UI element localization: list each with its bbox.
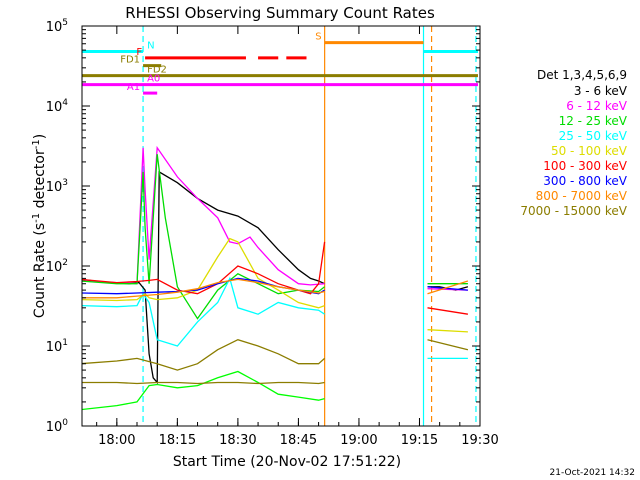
flag-label-fd1: FD1 bbox=[120, 55, 140, 66]
flag-label-a0: A0 bbox=[147, 74, 160, 85]
y-tick-label-5: 105 bbox=[46, 18, 68, 35]
y-tick-label-0: 100 bbox=[46, 418, 69, 435]
series-line-8-0 bbox=[82, 339, 326, 371]
series-line-8-1 bbox=[427, 339, 469, 351]
flag-label-a1: A1 bbox=[127, 82, 140, 93]
x-axis: 18:00 18:15 18:30 18:45 19:00 19:15 19:30 bbox=[96, 26, 499, 448]
series-line-7-0 bbox=[82, 278, 325, 299]
flag-label-f: F bbox=[136, 47, 142, 58]
x-axis-label: Start Time (20-Nov-02 17:51:22) bbox=[173, 454, 401, 470]
y-tick-label-3: 103 bbox=[46, 178, 68, 195]
legend-entry-2: 12 - 25 keV bbox=[559, 114, 628, 128]
legend-entry-5: 100 - 300 keV bbox=[543, 159, 627, 173]
legend-entry-3: 25 - 50 keV bbox=[559, 129, 628, 143]
y-tick-label-4: 104 bbox=[46, 98, 69, 115]
legend-entry-4: 50 - 100 keV bbox=[551, 144, 628, 158]
footer-timestamp: 21-Oct-2021 14:32 bbox=[550, 468, 635, 478]
series-line-6-1 bbox=[427, 286, 468, 291]
x-tick-label-6: 19:30 bbox=[461, 433, 498, 448]
y-axis-label-sup2: -1 bbox=[31, 139, 42, 149]
y-tick-label-2: 102 bbox=[46, 258, 68, 275]
x-tick-label-0: 18:00 bbox=[98, 433, 135, 448]
legend-entry-1: 6 - 12 keV bbox=[566, 99, 628, 113]
y-tick-label-1: 101 bbox=[46, 338, 68, 355]
y-axis-label-tail: detector bbox=[32, 149, 48, 213]
series-line-2-0 bbox=[82, 154, 326, 320]
x-tick-label-2: 18:30 bbox=[219, 433, 256, 448]
y-axis-label-main: Count Rate (s bbox=[32, 223, 48, 318]
flag-bars bbox=[82, 41, 478, 95]
legend-title: Det 1,3,4,5,6,9 bbox=[537, 68, 627, 82]
series-line-10-0 bbox=[82, 381, 325, 385]
series-line-4-1 bbox=[427, 329, 468, 333]
chart-title: RHESSI Observing Summary Count Rates bbox=[125, 4, 435, 22]
x-tick-label-3: 18:45 bbox=[280, 433, 317, 448]
flag-label-fd2: FD2 bbox=[147, 65, 167, 76]
x-tick-label-1: 18:15 bbox=[159, 433, 196, 448]
series-line-3-0 bbox=[82, 276, 325, 347]
series-line-4-0 bbox=[82, 237, 325, 309]
x-tick-label-4: 19:00 bbox=[340, 433, 377, 448]
series-line-5-1 bbox=[427, 307, 469, 315]
series-line-7-1 bbox=[427, 280, 469, 295]
series-line-1-0 bbox=[82, 145, 325, 286]
legend-entry-8: 7000 - 15000 keV bbox=[520, 204, 627, 218]
series-line-9-0 bbox=[82, 370, 325, 411]
flag-label-s: S bbox=[315, 32, 321, 43]
y-axis-label-close: ) bbox=[32, 134, 48, 139]
plot-area bbox=[82, 26, 478, 426]
series-line-0-0 bbox=[82, 170, 325, 385]
series-lines bbox=[82, 145, 469, 411]
flag-label-n: N bbox=[147, 41, 154, 52]
vertical-markers bbox=[142, 26, 477, 426]
legend-entry-7: 800 - 7000 keV bbox=[536, 189, 628, 203]
plot-frame bbox=[81, 25, 481, 427]
legend-entry-6: 300 - 800 keV bbox=[543, 174, 627, 188]
y-axis: 100 101 102 103 104 105 bbox=[46, 18, 480, 435]
y-axis-label-sup1: -1 bbox=[31, 213, 42, 223]
y-axis-label: Count Rate (s-1 detector-1) bbox=[31, 134, 48, 318]
x-tick-label-5: 19:15 bbox=[401, 433, 438, 448]
legend-entry-0: 3 - 6 keV bbox=[574, 84, 628, 98]
